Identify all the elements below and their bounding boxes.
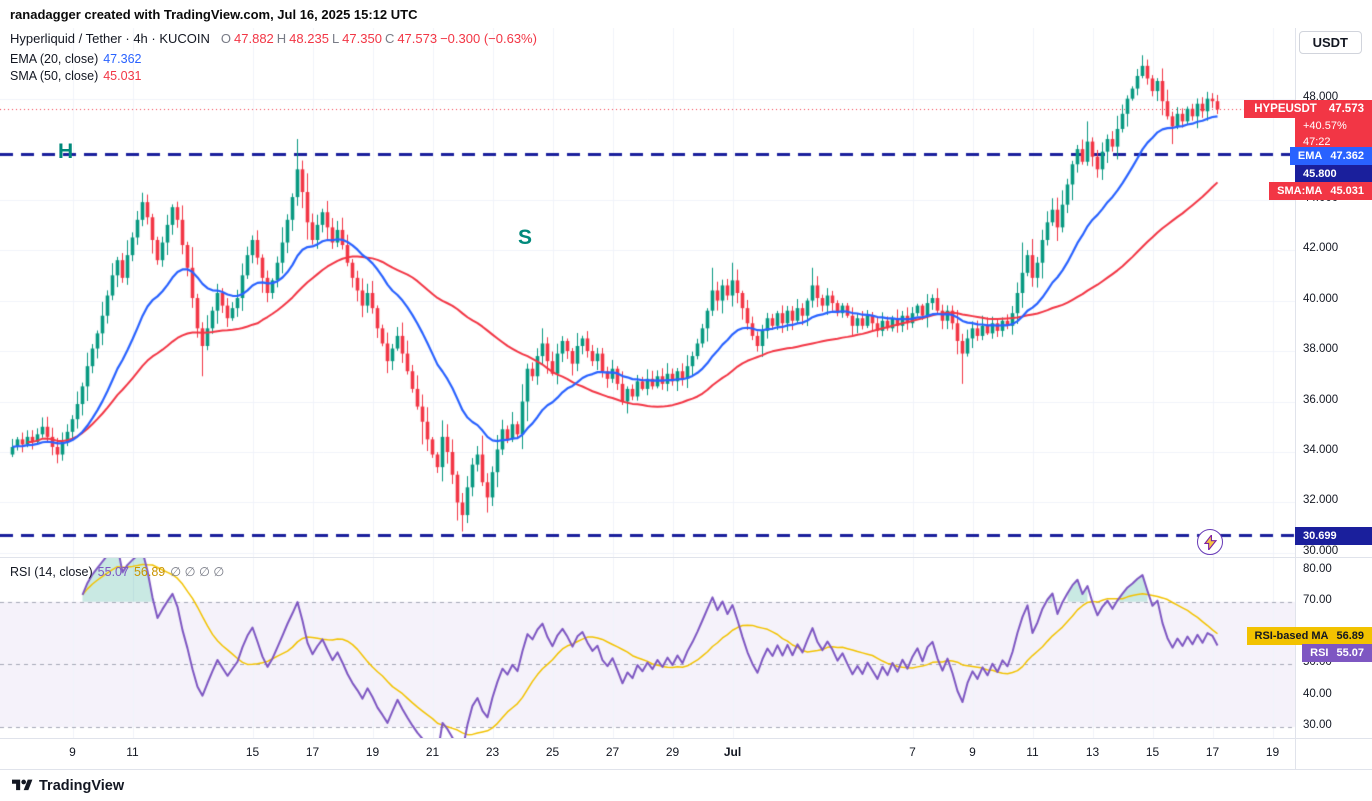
annotation-s: S [518, 226, 533, 249]
ema-badge-value: 47.362 [1330, 150, 1364, 162]
time-axis-label: 25 [545, 745, 560, 759]
price-axis-label: 42.000 [1303, 242, 1339, 255]
ema-value-badge: EMA 47.362 [1289, 147, 1372, 165]
axis-separator [1295, 28, 1296, 769]
change-value: −0.300 (−0.63%) [440, 31, 537, 46]
time-axis-label: 9 [969, 745, 976, 759]
sma-badge-label: SMA:MA [1277, 185, 1323, 197]
level-30699-badge: 30.699 [1295, 527, 1372, 545]
time-axis-label: Jul [723, 745, 742, 759]
badge-symbol-countdown: 47:22 [1295, 134, 1372, 150]
rsi-legend-row[interactable]: RSI (14, close) 55.07 56.89 ∅ ∅ ∅ ∅ [10, 564, 225, 580]
tradingview-logo-icon [12, 779, 33, 791]
rsi-legend-label: RSI (14, close) [10, 564, 93, 579]
attribution-bar: ranadagger created with TradingView.com,… [0, 0, 1372, 28]
rsi-ma-badge-label: RSI-based MA [1254, 630, 1329, 642]
badge-symbol-price: 47.573 [1328, 103, 1364, 115]
tradingview-logo[interactable]: TradingView [12, 777, 124, 794]
time-axis-label: 15 [245, 745, 260, 759]
rsi-chart-canvas[interactable] [0, 558, 1295, 738]
price-axis-label: 30.000 [1303, 544, 1339, 557]
high-value: 48.235 [289, 31, 329, 46]
rsi-value-badge: RSI 55.07 [1302, 644, 1372, 662]
badge-symbol-change: +40.57% [1295, 118, 1372, 134]
sma-legend-row[interactable]: SMA (50, close) 45.031 [10, 69, 141, 83]
low-label: L [331, 31, 340, 46]
sma-badge-value: 45.031 [1330, 185, 1364, 197]
time-axis-label: 27 [605, 745, 620, 759]
time-axis-label: 23 [485, 745, 500, 759]
close-label: C [384, 31, 395, 46]
open-label: O [220, 31, 232, 46]
symbol-title: Hyperliquid / Tether · 4h · KUCOIN [10, 31, 210, 46]
footer-separator [0, 769, 1372, 770]
sma-legend-label: SMA (50, close) [10, 69, 99, 83]
level-45800-badge: 45.800 [1295, 165, 1372, 183]
close-value: 47.573 [397, 31, 438, 46]
currency-unit-button[interactable]: USDT [1298, 31, 1362, 54]
time-axis-label: 13 [1085, 745, 1100, 759]
time-axis-label: 9 [69, 745, 76, 759]
symbol-legend-row[interactable]: Hyperliquid / Tether · 4h · KUCOIN O 47.… [10, 31, 537, 46]
ohlc-values: O 47.882 H 48.235 L 47.350 C 47.573 −0.3… [221, 31, 537, 46]
annotation-h: H [58, 140, 74, 163]
rsi-ma-legend-value: 56.89 [133, 564, 166, 579]
rsi-axis-label: 80.00 [1303, 562, 1332, 575]
pane-separator[interactable] [0, 557, 1372, 558]
time-axis-label: 11 [126, 745, 139, 759]
time-axis-label: 15 [1145, 745, 1160, 759]
attribution-text: ranadagger created with TradingView.com,… [10, 7, 418, 22]
time-axis-separator [0, 738, 1372, 739]
symbol-price-badge: HYPEUSDT 47.573 +40.57% 47:22 [1244, 100, 1372, 150]
rsi-ma-badge: RSI-based MA 56.89 [1246, 627, 1372, 645]
ema-legend-row[interactable]: EMA (20, close) 47.362 [10, 52, 141, 66]
rsi-legend-value: 55.07 [97, 564, 129, 579]
low-value: 47.350 [342, 31, 382, 46]
ema-legend-label: EMA (20, close) [10, 52, 99, 66]
rsi-ma-badge-value: 56.89 [1336, 630, 1364, 642]
badge-symbol-name: HYPEUSDT [1254, 103, 1317, 115]
ema-badge-label: EMA [1297, 150, 1323, 162]
price-axis-label: 36.000 [1303, 393, 1339, 406]
time-axis-label: 17 [1205, 745, 1220, 759]
rsi-badge-value: 55.07 [1336, 647, 1364, 659]
ema-legend-value: 47.362 [103, 52, 142, 66]
price-axis-label: 38.000 [1303, 343, 1339, 356]
rsi-axis-label: 30.00 [1303, 719, 1332, 732]
rsi-axis-label: 70.00 [1303, 593, 1332, 606]
price-axis-label: 40.000 [1303, 292, 1339, 305]
footer-bar: TradingView [0, 770, 1372, 801]
price-axis-label: 32.000 [1303, 494, 1339, 507]
rsi-empty-values: ∅ ∅ ∅ ∅ [170, 565, 225, 579]
time-axis-label: 11 [1026, 745, 1039, 759]
sma-legend-value: 45.031 [103, 69, 142, 83]
time-axis-label: 21 [425, 745, 440, 759]
tradingview-logo-text: TradingView [39, 777, 125, 794]
rsi-axis-label: 40.00 [1303, 687, 1332, 700]
lightning-icon[interactable] [1197, 529, 1223, 555]
price-axis-label: 48.000 [1303, 90, 1339, 103]
price-axis-label: 34.000 [1303, 444, 1339, 456]
time-axis-label: 19 [1265, 745, 1280, 759]
time-axis-label: 7 [909, 745, 916, 759]
time-axis-label: 29 [665, 745, 680, 759]
time-axis-label: 17 [305, 745, 320, 759]
price-chart-canvas[interactable] [0, 28, 1295, 558]
open-value: 47.882 [234, 31, 274, 46]
high-label: H [276, 31, 287, 46]
time-axis-label: 19 [365, 745, 380, 759]
sma-value-badge: SMA:MA 45.031 [1269, 182, 1372, 200]
rsi-badge-label: RSI [1310, 647, 1329, 659]
lightning-bolt-glyph [1203, 534, 1217, 550]
